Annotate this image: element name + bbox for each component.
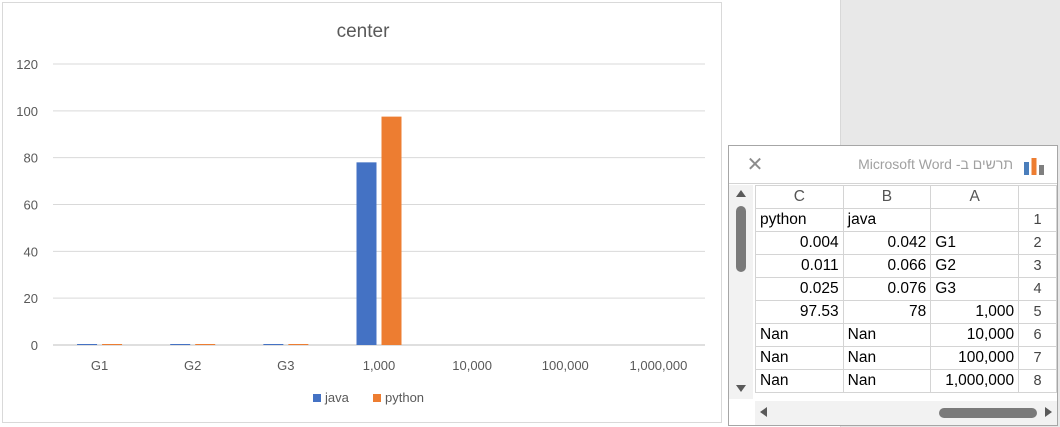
y-tick-label: 120 <box>16 57 38 72</box>
vertical-scroll-thumb[interactable] <box>736 206 746 272</box>
x-tick-label: G1 <box>91 358 108 373</box>
cell-b[interactable]: Nan <box>842 369 932 393</box>
table-row: Nan Nan 1,000,000 8 <box>755 369 1057 393</box>
table-row: 0.004 0.042 G1 2 <box>755 231 1057 255</box>
cell-c[interactable]: Nan <box>755 346 844 370</box>
y-tick-label: 60 <box>24 198 38 213</box>
legend-label: java <box>324 390 350 405</box>
cell-b[interactable]: 78 <box>842 300 932 324</box>
scroll-right-icon[interactable] <box>1045 407 1052 417</box>
scroll-left-icon[interactable] <box>760 407 767 417</box>
table-row: Nan Nan 100,000 7 <box>755 346 1057 370</box>
bar-java <box>77 344 98 345</box>
cell-b[interactable]: 0.066 <box>842 254 932 278</box>
bar-java <box>170 344 191 345</box>
horizontal-scrollbar[interactable] <box>755 401 1057 425</box>
cell-a[interactable]: 1,000,000 <box>930 369 1020 393</box>
cell-a[interactable]: G1 <box>930 231 1020 255</box>
legend-swatch <box>373 394 381 402</box>
cell-a[interactable]: G2 <box>930 254 1020 278</box>
x-tick-label: 1,000 <box>363 358 396 373</box>
select-all-corner[interactable] <box>1018 185 1057 209</box>
bar-python <box>381 116 402 345</box>
close-icon[interactable]: ✕ <box>746 154 764 176</box>
cell-c[interactable]: 0.004 <box>755 231 844 255</box>
cell-c[interactable]: Nan <box>755 369 844 393</box>
datasheet-window[interactable]: ✕ תרשים ב- Microsoft Word C B A <box>728 145 1058 426</box>
y-tick-label: 0 <box>31 338 38 353</box>
cell-a[interactable]: G3 <box>930 277 1020 301</box>
y-tick-label: 80 <box>24 151 38 166</box>
table-row: 0.025 0.076 G3 4 <box>755 277 1057 301</box>
horizontal-scroll-thumb[interactable] <box>939 408 1037 418</box>
cell-a[interactable]: 10,000 <box>930 323 1020 347</box>
chart-icon <box>1024 158 1044 175</box>
y-tick-label: 40 <box>24 244 38 259</box>
row-number[interactable]: 6 <box>1018 323 1057 347</box>
legend-label: python <box>385 390 424 405</box>
table-row: python java 1 <box>755 208 1057 232</box>
chart-title: center <box>337 21 390 42</box>
x-tick-label: 1,000,000 <box>630 358 688 373</box>
table-row: Nan Nan 10,000 6 <box>755 323 1057 347</box>
row-number[interactable]: 7 <box>1018 346 1057 370</box>
cell-c[interactable]: 0.011 <box>755 254 844 278</box>
cell-b[interactable]: 0.042 <box>842 231 932 255</box>
column-header-a[interactable]: A <box>930 185 1020 209</box>
cell-a[interactable]: 1,000 <box>930 300 1020 324</box>
y-tick-label: 100 <box>16 104 38 119</box>
table-row: 97.53 78 1,000 5 <box>755 300 1057 324</box>
row-number[interactable]: 2 <box>1018 231 1057 255</box>
cell-a[interactable] <box>930 208 1020 232</box>
cell-c[interactable]: 97.53 <box>755 300 844 324</box>
bar-python <box>195 344 216 345</box>
bar-java <box>356 162 377 345</box>
cell-c[interactable]: 0.025 <box>755 277 844 301</box>
cell-c[interactable]: python <box>755 208 844 232</box>
cell-c[interactable]: Nan <box>755 323 844 347</box>
x-tick-label: 100,000 <box>542 358 589 373</box>
column-header-c[interactable]: C <box>755 185 844 209</box>
row-number[interactable]: 5 <box>1018 300 1057 324</box>
x-tick-label: G2 <box>184 358 201 373</box>
table-row: 0.011 0.066 G2 3 <box>755 254 1057 278</box>
bar-chart: center 0 20 40 60 80 100 120 G1 G2 G3 1,000 10,000 10… <box>16 21 705 405</box>
cell-b[interactable]: Nan <box>842 346 932 370</box>
bar-python <box>288 344 309 345</box>
bar-python <box>102 344 123 345</box>
row-number[interactable]: 1 <box>1018 208 1057 232</box>
y-tick-label: 20 <box>24 291 38 306</box>
cell-b[interactable]: 0.076 <box>842 277 932 301</box>
cell-b[interactable]: Nan <box>842 323 932 347</box>
bar-java <box>263 344 284 345</box>
datasheet-title: תרשים ב- Microsoft Word <box>858 156 1013 172</box>
scroll-down-icon[interactable] <box>736 385 746 392</box>
chart-area[interactable]: center 0 20 40 60 80 100 120 G1 G2 G3 1,000 10,000 10… <box>2 2 722 423</box>
cell-a[interactable]: 100,000 <box>930 346 1020 370</box>
x-tick-label: 10,000 <box>452 358 492 373</box>
datasheet-titlebar: ✕ תרשים ב- Microsoft Word <box>729 146 1057 184</box>
scroll-up-icon[interactable] <box>736 190 746 197</box>
datasheet-grid: C B A python java 1 0.004 0.042 G1 2 0.011 0.066… <box>755 185 1057 399</box>
vertical-scrollbar[interactable] <box>729 185 753 399</box>
row-number[interactable]: 3 <box>1018 254 1057 278</box>
column-header-b[interactable]: B <box>842 185 932 209</box>
row-number[interactable]: 8 <box>1018 369 1057 393</box>
x-tick-label: G3 <box>277 358 294 373</box>
cell-b[interactable]: java <box>842 208 932 232</box>
legend-swatch <box>313 394 321 402</box>
row-number[interactable]: 4 <box>1018 277 1057 301</box>
